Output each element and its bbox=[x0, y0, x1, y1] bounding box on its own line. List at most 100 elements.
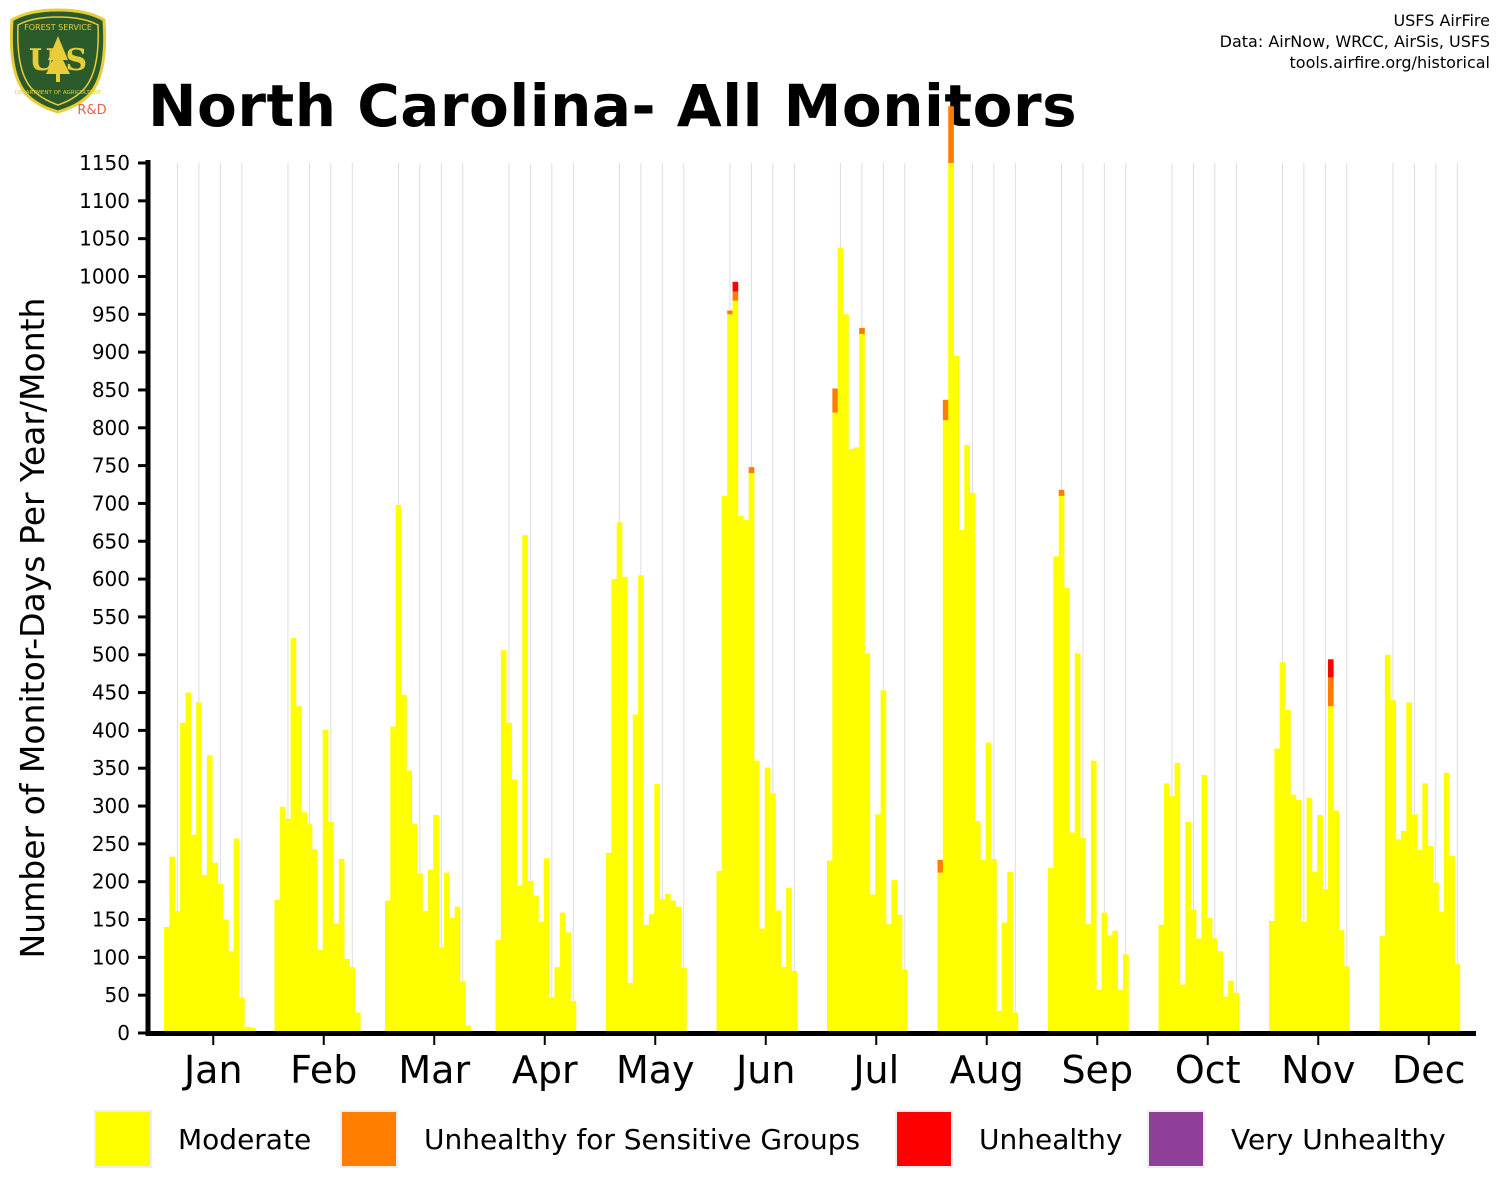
bar-moderate bbox=[1185, 821, 1191, 1033]
y-tick-label: 550 bbox=[92, 605, 130, 629]
x-tick-label-may: May bbox=[616, 1048, 695, 1092]
bar-moderate bbox=[212, 862, 218, 1033]
bar-moderate bbox=[1058, 495, 1065, 1033]
bar-moderate bbox=[1222, 996, 1229, 1033]
y-tick-label: 250 bbox=[92, 832, 130, 856]
bar-moderate bbox=[174, 911, 181, 1033]
bar-moderate bbox=[454, 906, 461, 1033]
bar-moderate bbox=[522, 535, 528, 1033]
bar-moderate bbox=[285, 818, 291, 1033]
y-tick-label: 400 bbox=[92, 718, 130, 742]
bar-moderate bbox=[395, 504, 402, 1033]
x-tick-label-nov: Nov bbox=[1281, 1048, 1355, 1092]
bar-moderate bbox=[554, 967, 561, 1033]
bar-moderate bbox=[743, 520, 749, 1033]
bar-moderate bbox=[422, 911, 429, 1033]
bar-moderate bbox=[996, 1011, 1003, 1033]
bar-moderate bbox=[980, 859, 987, 1033]
bar-moderate bbox=[770, 793, 776, 1033]
bar-moderate bbox=[875, 814, 881, 1033]
bar-moderate bbox=[1012, 1012, 1019, 1033]
bar-moderate bbox=[1048, 868, 1054, 1033]
bar-moderate bbox=[549, 997, 555, 1033]
bar-moderate bbox=[1007, 871, 1013, 1033]
bar-moderate bbox=[885, 924, 892, 1033]
bar-moderate bbox=[190, 834, 197, 1033]
bar-moderate bbox=[964, 445, 970, 1033]
bar-moderate bbox=[565, 932, 571, 1033]
bar-moderate bbox=[1379, 936, 1386, 1033]
bar-moderate bbox=[902, 969, 908, 1033]
y-tick-label: 0 bbox=[117, 1021, 130, 1045]
bar-moderate bbox=[1290, 794, 1297, 1033]
bar-moderate bbox=[1279, 662, 1286, 1033]
bar-moderate bbox=[953, 355, 960, 1033]
y-tick-label: 850 bbox=[92, 378, 130, 402]
bar-moderate bbox=[716, 871, 723, 1033]
bar-moderate bbox=[295, 706, 302, 1033]
bar-moderate bbox=[975, 821, 981, 1033]
legend-swatch-usg bbox=[340, 1110, 398, 1168]
bar-moderate bbox=[460, 981, 466, 1033]
legend-item-very-unhealthy: Very Unhealthy bbox=[1147, 1108, 1446, 1170]
bar-moderate bbox=[438, 947, 445, 1033]
y-tick-label: 50 bbox=[105, 983, 130, 1007]
bar-moderate bbox=[1295, 799, 1302, 1033]
bar-unhealthy-for-sensitive-groups bbox=[948, 106, 954, 163]
bar-moderate bbox=[1338, 930, 1345, 1033]
bar-moderate bbox=[1206, 918, 1213, 1033]
x-tick-label-apr: Apr bbox=[512, 1048, 578, 1092]
bar-moderate bbox=[1406, 702, 1412, 1033]
bar-moderate bbox=[1269, 921, 1275, 1033]
bar-moderate bbox=[1400, 831, 1407, 1033]
bar-moderate bbox=[737, 515, 744, 1033]
y-tick-label: 950 bbox=[92, 302, 130, 326]
bar-unhealthy-for-sensitive-groups bbox=[859, 327, 865, 334]
bar-moderate bbox=[1395, 839, 1402, 1033]
bar-moderate bbox=[606, 852, 612, 1033]
bar-moderate bbox=[832, 412, 839, 1033]
x-tick-label-jan: Jan bbox=[182, 1048, 243, 1092]
bar-moderate bbox=[1306, 797, 1313, 1033]
bar-moderate bbox=[775, 910, 782, 1033]
shield-inner bbox=[17, 16, 99, 106]
bar-moderate bbox=[727, 314, 733, 1033]
bar-moderate bbox=[249, 1027, 256, 1033]
bar-unhealthy-for-sensitive-groups bbox=[727, 310, 733, 315]
bar-moderate bbox=[942, 420, 949, 1034]
bar-unhealthy-for-sensitive-groups bbox=[937, 859, 944, 873]
legend-swatch-unhealthy bbox=[895, 1110, 953, 1168]
y-tick-label: 200 bbox=[92, 870, 130, 894]
legend-swatch-very-unhealthy bbox=[1147, 1110, 1205, 1168]
x-tick-label-mar: Mar bbox=[398, 1048, 470, 1092]
bar-moderate bbox=[632, 714, 639, 1033]
bar-moderate bbox=[1196, 938, 1202, 1033]
bar-moderate bbox=[891, 880, 897, 1033]
bar-moderate bbox=[1384, 654, 1391, 1033]
bar-moderate bbox=[411, 824, 418, 1033]
bar-unhealthy-for-sensitive-groups bbox=[832, 388, 839, 413]
bar-unhealthy bbox=[732, 281, 739, 292]
bar-moderate bbox=[180, 722, 186, 1033]
y-tick-label: 100 bbox=[92, 945, 130, 969]
bar-moderate bbox=[354, 1012, 361, 1033]
bar-unhealthy-for-sensitive-groups bbox=[748, 467, 755, 474]
bar-unhealthy-for-sensitive-groups bbox=[1058, 489, 1065, 496]
x-tick-label-jul: Jul bbox=[851, 1048, 899, 1092]
bar-moderate bbox=[958, 529, 965, 1033]
bar-moderate bbox=[1163, 783, 1170, 1033]
x-tick-label-sep: Sep bbox=[1061, 1048, 1133, 1092]
legend-label-very-unhealthy: Very Unhealthy bbox=[1231, 1122, 1446, 1156]
bar-moderate bbox=[616, 522, 623, 1033]
bar-chart: 0 50 100 150 200 250 300 350 400 450 500 550 600 650 7… bbox=[13, 106, 1476, 1092]
bar-moderate bbox=[222, 919, 229, 1033]
credit-line-3: tools.airfire.org/historical bbox=[1289, 53, 1490, 72]
bar-moderate bbox=[306, 824, 313, 1033]
chart-title: North Carolina- All Monitors bbox=[148, 72, 1078, 140]
bar-moderate bbox=[864, 653, 871, 1033]
bar-moderate bbox=[786, 887, 792, 1033]
bar-moderate bbox=[1427, 846, 1434, 1033]
y-tick-label: 800 bbox=[92, 416, 130, 440]
bar-moderate bbox=[627, 983, 634, 1033]
bar-moderate bbox=[991, 859, 997, 1033]
